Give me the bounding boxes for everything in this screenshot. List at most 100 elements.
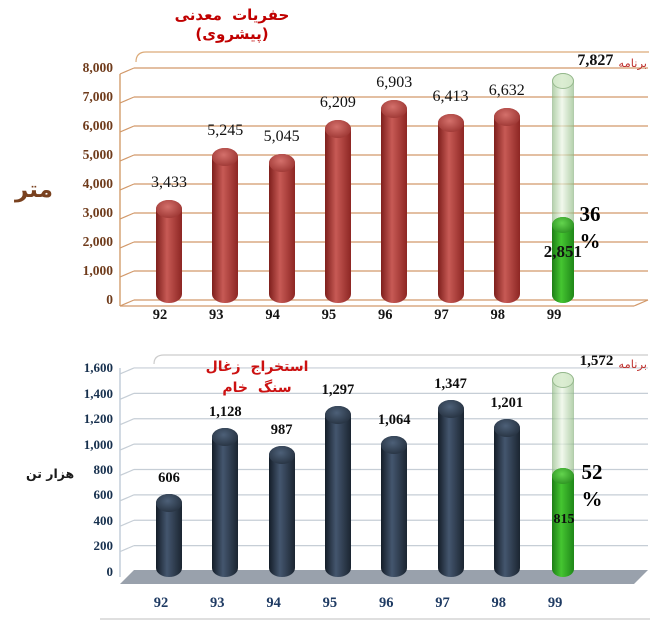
x-category-label: 99 bbox=[546, 307, 562, 323]
gridline-connector bbox=[119, 183, 135, 191]
chart-title-line: حفریات معدنی bbox=[174, 6, 290, 24]
plan-prefix-label: برنامه bbox=[618, 357, 647, 371]
y-tick-label: 600 bbox=[93, 487, 114, 503]
y-tick-label: 4,000 bbox=[82, 176, 113, 192]
gridline-connector bbox=[119, 367, 135, 375]
actual-value-label: 2,851 bbox=[543, 242, 582, 261]
gridline-connector bbox=[119, 96, 135, 104]
y-tick-label: 3,000 bbox=[82, 205, 113, 221]
actual-bar-cylinder bbox=[552, 467, 575, 577]
y-tick-label: 200 bbox=[93, 538, 114, 554]
y-tick-label: 2,000 bbox=[82, 234, 113, 250]
plan-value-label: 1,572 bbox=[579, 353, 614, 369]
bar-cylinder-cap bbox=[381, 99, 408, 118]
bar-value-label: 1,128 bbox=[208, 403, 242, 420]
bar-value-label: 987 bbox=[270, 421, 293, 438]
x-category-label: 96 bbox=[378, 595, 394, 611]
y-tick-label: 6,000 bbox=[82, 118, 113, 134]
gridline-connector bbox=[119, 67, 135, 75]
x-category-label: 93 bbox=[209, 307, 224, 323]
x-category-label: 98 bbox=[491, 595, 507, 611]
x-category-label: 99 bbox=[547, 595, 563, 611]
y-axis-title: متر bbox=[15, 177, 53, 203]
bar-value-label: 1,347 bbox=[434, 376, 467, 393]
bar-cylinder bbox=[268, 445, 295, 577]
y-tick-label: 800 bbox=[93, 461, 114, 477]
x-category-label: 96 bbox=[377, 307, 393, 323]
bar-cylinder bbox=[381, 99, 408, 303]
bar-value-label: 3,433 bbox=[151, 174, 187, 192]
bar-cylinder-cap bbox=[324, 119, 351, 138]
y-tick-label: 1,000 bbox=[83, 436, 113, 452]
bar-cylinder bbox=[324, 119, 351, 303]
chart-frame-border bbox=[135, 51, 649, 63]
actual-bar-cylinder-cap bbox=[552, 467, 575, 484]
plan-prefix-label: برنامه bbox=[618, 56, 647, 70]
gridline-connector bbox=[119, 443, 135, 451]
bar-cylinder-cap bbox=[381, 435, 408, 454]
chart-frame-border bbox=[153, 354, 648, 365]
y-tick-label: 400 bbox=[93, 512, 114, 528]
bar-cylinder-cap bbox=[156, 494, 182, 513]
chart-title: حفریات معدنی (پیشروی) bbox=[123, 6, 341, 46]
bar-cylinder bbox=[212, 427, 239, 577]
percent-sign: % bbox=[581, 487, 603, 511]
floor-edge bbox=[119, 299, 135, 307]
bar-cylinder bbox=[268, 153, 295, 303]
gridline-connector bbox=[119, 494, 135, 502]
bar-cylinder bbox=[212, 147, 239, 303]
bar-cylinder-cap bbox=[156, 200, 182, 219]
x-category-label: 92 bbox=[153, 595, 169, 611]
y-tick-label: 7,000 bbox=[82, 89, 113, 105]
x-category-label: 95 bbox=[322, 595, 338, 611]
actual-bar-cylinder bbox=[552, 217, 575, 303]
bar-value-label: 6,903 bbox=[376, 73, 413, 91]
y-tick-label: 1,400 bbox=[83, 385, 113, 401]
plan-value-label: 7,827 bbox=[577, 52, 614, 69]
percent-annotation: 36% bbox=[573, 201, 607, 255]
bar-value-label: 606 bbox=[158, 470, 180, 487]
bar-cylinder-cap bbox=[493, 418, 520, 437]
bar-cylinder-cap bbox=[212, 427, 239, 446]
gridline-connector bbox=[119, 392, 135, 400]
gridline-connector bbox=[119, 154, 135, 162]
bar-cylinder bbox=[437, 114, 464, 303]
bar-value-label: 5,045 bbox=[263, 127, 300, 145]
gridline-connector bbox=[119, 545, 135, 553]
x-category-label: 97 bbox=[434, 307, 449, 323]
x-category-label: 94 bbox=[265, 307, 280, 323]
x-category-label: 98 bbox=[490, 307, 506, 323]
gridline-connector bbox=[119, 212, 135, 220]
percent-annotation: 52% bbox=[575, 459, 609, 513]
y-tick-label: 1,600 bbox=[83, 360, 113, 376]
gridline-connector bbox=[119, 125, 135, 133]
gridline-connector bbox=[119, 241, 135, 249]
plan-label: 7,827 برنامه bbox=[577, 52, 647, 70]
plan-label: 1,572 برنامه bbox=[580, 353, 647, 371]
bar-cylinder bbox=[437, 400, 464, 577]
x-category-label: 92 bbox=[152, 307, 168, 323]
percent-value: 36 bbox=[579, 202, 601, 226]
chart-title-line: استخراج زغال bbox=[205, 359, 309, 375]
percent-sign: % bbox=[579, 229, 601, 253]
bar-value-label: 6,632 bbox=[488, 81, 525, 99]
gridline-connector bbox=[119, 270, 135, 278]
y-tick-label: 5,000 bbox=[82, 147, 113, 163]
bar-cylinder-cap bbox=[268, 445, 295, 464]
x-category-label: 94 bbox=[266, 595, 281, 611]
chart-title: استخراج زغال سنگ خام bbox=[168, 357, 346, 403]
bar-value-label: 1,201 bbox=[490, 394, 524, 411]
bar-value-label: 1,064 bbox=[377, 412, 411, 428]
bar-cylinder-cap bbox=[437, 114, 464, 133]
x-category-label: 97 bbox=[435, 595, 450, 611]
y-tick-label: 1,000 bbox=[82, 263, 113, 279]
bar-value-label: 6,413 bbox=[432, 88, 469, 105]
bar-value-label: 1,297 bbox=[321, 382, 355, 399]
chart-title-line: سنگ خام bbox=[222, 380, 292, 396]
actual-bar-cylinder-cap bbox=[552, 217, 575, 234]
chart-title-line: (پیشروی) bbox=[195, 25, 269, 43]
bar-cylinder bbox=[493, 418, 520, 577]
bar-cylinder-cap bbox=[268, 153, 295, 172]
